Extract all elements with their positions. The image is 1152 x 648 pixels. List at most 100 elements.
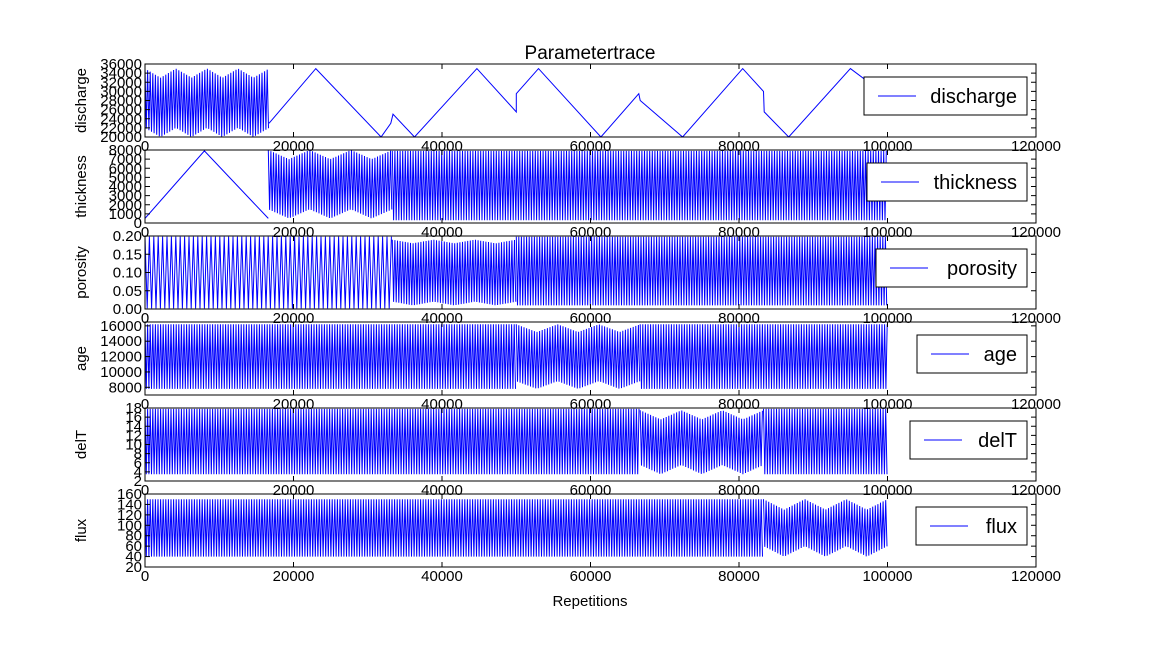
y-tick-label: 24000 [100,111,142,128]
x-tick-label: 60000 [570,396,612,413]
y-tick-label: 0.20 [113,228,142,245]
series-line-delT [145,408,888,475]
x-tick-label: 100000 [862,482,912,499]
y-tick-label: 26000 [100,102,142,119]
x-tick-label: 0 [141,138,149,155]
x-tick-label: 20000 [273,310,315,327]
x-tick-label: 60000 [570,310,612,327]
y-tick-label: 2000 [109,197,142,214]
x-tick-label: 20000 [273,396,315,413]
y-tick-label: 1000 [109,206,142,223]
y-tick-label: 12000 [100,349,142,366]
x-tick-label: 0 [141,224,149,241]
x-tick-label: 0 [141,310,149,327]
x-tick-label: 120000 [1011,568,1061,585]
x-tick-label: 120000 [1011,138,1061,155]
x-tick-label: 40000 [421,138,463,155]
legend-label: delT [978,430,1017,452]
x-tick-label: 120000 [1011,224,1061,241]
legend-box [915,506,1028,546]
panel-discharge: 2000022000240002600028000300003200034000… [73,56,1061,155]
y-axis-label-delT: delT [73,430,90,459]
y-tick-label: 140 [117,496,142,513]
x-tick-label: 20000 [273,568,315,585]
y-tick-label: 20 [125,559,142,576]
panel-porosity: 0.000.050.10 0.150.20 0 20000 40000 60000 8000… [73,228,1061,327]
y-tick-label: 3000 [109,188,142,205]
x-tick-label: 120000 [1011,310,1061,327]
y-tick-label: 80 [125,528,142,545]
x-tick-label: 80000 [718,396,760,413]
y-tick-label: 6000 [109,160,142,177]
y-tick-label: 18 [125,400,142,417]
x-tick-label: 0 [141,396,149,413]
y-axis-label-flux: flux [73,518,90,542]
y-tick-label: 0.00 [113,301,142,318]
legend-age: age [916,334,1028,374]
y-tick-label: 12 [125,427,142,444]
y-tick-label: 22000 [100,120,142,137]
x-tick-label: 80000 [718,482,760,499]
y-tick-label: 16000 [100,318,142,335]
y-tick-label: 14000 [100,333,142,350]
x-tick-label: 60000 [570,568,612,585]
x-tick-label: 60000 [570,138,612,155]
y-tick-label: 0 [134,215,142,232]
y-tick-label: 160 [117,486,142,503]
series-line-porosity [145,236,888,309]
y-tick-label: 5000 [109,169,142,186]
y-tick-label: 20000 [100,129,142,146]
y-tick-label: 8 [134,446,142,463]
y-axis-label-thickness: thickness [73,155,90,218]
legend-porosity: porosity [875,248,1028,288]
y-tick-label: 6 [134,455,142,472]
x-tick-label: 100000 [862,138,912,155]
x-tick-label: 100000 [862,396,912,413]
x-tick-label: 100000 [862,310,912,327]
legend-discharge: discharge [863,76,1028,116]
y-tick-label: 8000 [109,142,142,159]
y-tick-label: 4000 [109,179,142,196]
panels-group: 2000022000240002600028000300003200034000… [73,56,1061,585]
y-tick-label: 0.15 [113,246,142,263]
x-tick-label: 40000 [421,310,463,327]
x-axis-label: Repetitions [552,593,627,610]
y-tick-label: 34000 [100,65,142,82]
x-tick-label: 80000 [718,224,760,241]
x-tick-label: 40000 [421,482,463,499]
y-tick-label: 30000 [100,83,142,100]
legend-flux: flux [915,506,1028,546]
y-axis-label-porosity: porosity [73,246,90,299]
y-tick-label: 8000 [109,379,142,396]
y-tick-label: 28000 [100,93,142,110]
x-tick-label: 40000 [421,224,463,241]
x-tick-label: 40000 [421,396,463,413]
legend-thickness: thickness [866,162,1028,202]
x-tick-label: 120000 [1011,396,1061,413]
y-tick-label: 10 [125,437,142,454]
y-tick-label: 100 [117,517,142,534]
y-tick-label: 40 [125,549,142,566]
series-line-discharge [145,67,888,137]
y-tick-label: 0.10 [113,265,142,282]
x-tick-label: 40000 [421,568,463,585]
legend-label: discharge [930,86,1017,108]
legend-label: flux [986,516,1017,538]
y-axis-label-age: age [73,346,90,371]
x-tick-label: 80000 [718,310,760,327]
y-tick-label: 36000 [100,56,142,73]
x-tick-label: 80000 [718,138,760,155]
x-tick-label: 60000 [570,224,612,241]
y-tick-label: 10000 [100,364,142,381]
series-line-thickness [145,150,887,221]
x-tick-label: 0 [141,482,149,499]
x-tick-label: 20000 [273,138,315,155]
legend-label: age [984,344,1017,366]
legend-label: porosity [947,258,1017,280]
series-line-age [145,324,888,389]
